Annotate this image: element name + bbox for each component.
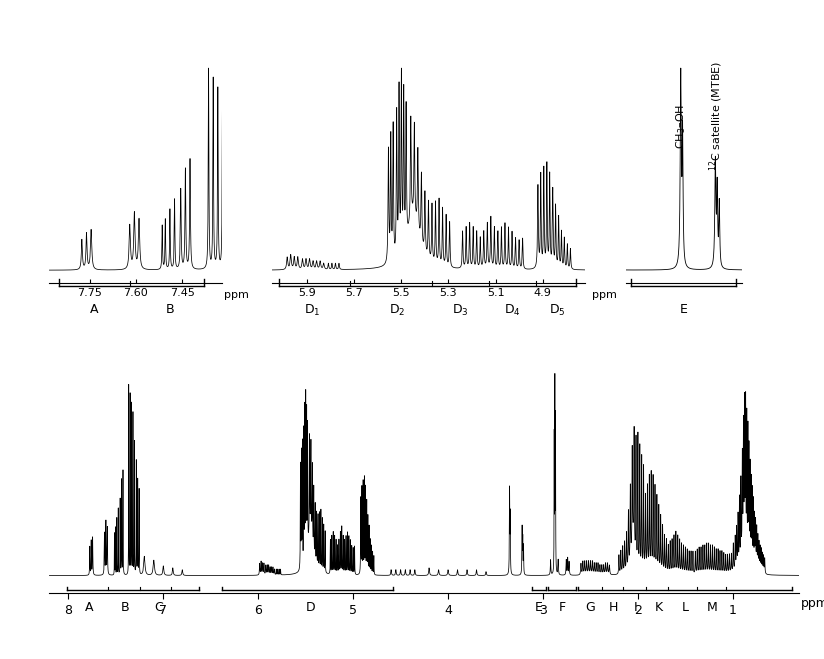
Text: CH$_3$–OH: CH$_3$–OH — [674, 104, 688, 150]
Text: B: B — [121, 601, 129, 614]
Text: D$_5$: D$_5$ — [549, 303, 565, 318]
Text: D$_2$: D$_2$ — [389, 303, 405, 318]
Text: H: H — [609, 601, 618, 614]
Text: L: L — [682, 601, 689, 614]
Text: $^{12}$C satellite (MTBE): $^{12}$C satellite (MTBE) — [708, 61, 725, 171]
Text: G: G — [586, 601, 595, 614]
Text: F: F — [559, 601, 565, 614]
Text: D$_1$: D$_1$ — [304, 303, 321, 318]
Text: ppm: ppm — [592, 290, 617, 300]
Text: E: E — [535, 601, 543, 614]
Text: I: I — [634, 601, 638, 614]
Text: B: B — [166, 303, 174, 316]
Text: M: M — [707, 601, 718, 614]
Text: A: A — [85, 601, 94, 614]
Text: D: D — [306, 601, 316, 614]
Text: C: C — [154, 601, 163, 614]
Text: ppm: ppm — [224, 290, 249, 300]
Text: A: A — [90, 303, 99, 316]
Text: E: E — [680, 303, 688, 316]
Text: D$_3$: D$_3$ — [452, 303, 469, 318]
Text: D$_4$: D$_4$ — [503, 303, 521, 318]
Text: K: K — [655, 601, 662, 614]
Text: ppm: ppm — [801, 598, 824, 610]
